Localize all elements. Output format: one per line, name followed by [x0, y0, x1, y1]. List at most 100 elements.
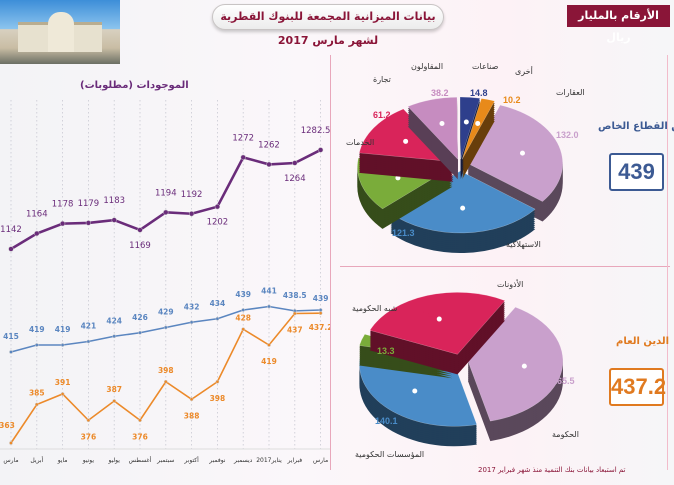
slice-value: 140.1 [375, 416, 398, 426]
data-label: 388 [184, 411, 200, 420]
data-label: 391 [55, 378, 71, 387]
data-label: 434 [210, 299, 226, 308]
data-point [111, 217, 117, 223]
data-label: 1142 [0, 225, 22, 235]
pie-slice-side [462, 118, 495, 180]
data-label: 424 [106, 316, 122, 325]
data-label: 376 [132, 432, 148, 441]
slice-label: تجارة [373, 75, 391, 84]
pie-slice-side [462, 112, 495, 174]
slice-value: 118 [418, 309, 433, 319]
data-point [163, 379, 168, 384]
data-label: 1262 [258, 140, 280, 150]
slice-label: المقاولون [411, 62, 444, 71]
data-label: 428 [235, 313, 251, 322]
slice-marker [412, 388, 418, 394]
slice-label: المؤسسات الحكومية [355, 450, 425, 459]
data-label: 1194 [155, 188, 177, 198]
data-point [138, 418, 142, 423]
slice-marker [521, 363, 527, 369]
data-point [189, 397, 194, 402]
data-label: 1183 [103, 196, 125, 206]
data-label: 415 [3, 332, 19, 341]
pie-slice [407, 96, 459, 160]
data-point [137, 227, 143, 233]
slice-label: الخدمات [346, 138, 375, 147]
x-tick-label: نوفمبر [208, 457, 226, 464]
pie-slice-side [462, 106, 495, 168]
data-label: 439 [313, 294, 329, 303]
data-label: 419 [261, 357, 277, 366]
data-point [292, 311, 297, 316]
data-point [9, 350, 13, 354]
slice-value: 13.3 [377, 346, 395, 356]
slice-value: 165.5 [552, 376, 575, 386]
x-tick-label: مارس [313, 457, 328, 464]
data-point [34, 402, 39, 407]
data-point [9, 441, 13, 445]
data-point [241, 327, 246, 332]
data-label: 437 [287, 326, 303, 335]
data-point [317, 147, 324, 153]
slice-value: 121.3 [392, 228, 415, 238]
data-label: 1202 [207, 218, 229, 228]
pie-slice [459, 96, 481, 160]
x-tick-label: فبراير [286, 457, 302, 464]
data-label: 1264 [284, 174, 306, 184]
data-point [60, 343, 65, 347]
data-label: 441 [261, 287, 277, 296]
slice-value: 10.2 [503, 95, 521, 105]
x-tick-label: يوليو [107, 457, 120, 464]
data-point [8, 246, 14, 252]
slice-value: 62.2 [360, 173, 378, 183]
data-point [59, 220, 66, 227]
data-label: 1192 [181, 190, 203, 200]
data-label: 1272 [232, 133, 254, 143]
data-label: 1282.5 [301, 126, 330, 136]
slice-value: 61.2 [373, 110, 391, 120]
data-point [188, 211, 195, 217]
x-tick-label: أغسطس [129, 456, 152, 464]
slice-label: الاستهلاكية [506, 240, 541, 249]
public-debt-pie [359, 292, 564, 447]
line-chart-title: الموجودات (مطلوبات) [80, 80, 189, 91]
data-label: 1178 [52, 200, 74, 210]
slice-marker [439, 120, 445, 126]
divider [667, 55, 668, 470]
data-label: 363 [0, 421, 15, 430]
data-label: 429 [158, 308, 174, 317]
data-label: 398 [210, 394, 226, 403]
slice-marker [463, 119, 469, 125]
divider [340, 266, 670, 267]
slice-marker [460, 205, 466, 211]
slice-marker [436, 316, 442, 322]
data-point [34, 343, 39, 347]
pie-slice-side [462, 102, 495, 164]
slice-label: الحكومة [552, 430, 579, 439]
data-point [318, 308, 323, 312]
x-tick-label: سبتمبر [156, 457, 174, 464]
pie-slice-side [462, 100, 495, 162]
data-point [86, 339, 91, 344]
slice-marker [475, 120, 481, 126]
slice-value: 132.0 [556, 130, 579, 140]
data-point [240, 154, 246, 161]
data-point [267, 343, 271, 347]
data-label: 421 [81, 322, 97, 331]
data-point [215, 379, 220, 384]
data-label: 419 [29, 325, 45, 334]
data-point [318, 311, 323, 315]
slice-marker [519, 150, 525, 156]
pie-slice-side [462, 114, 495, 176]
data-point [215, 316, 220, 321]
assets-line-chart: مارس أبريل مايو يونيو يوليو أغسطس سبتمبر أكتوبر… [0, 100, 330, 464]
x-tick-label: أبريل [30, 456, 43, 464]
data-point [60, 392, 65, 396]
x-tick-label: أكتوبر [183, 456, 199, 464]
private-debt-total: 439 [609, 153, 664, 191]
public-debt-total: 437.2 [609, 368, 666, 406]
pie-slice [467, 306, 564, 422]
slice-label: أخرى [515, 67, 533, 76]
data-point [86, 418, 91, 423]
page-title: بيانات الميزانية المجمعة للبنوك القطرية … [212, 4, 444, 47]
